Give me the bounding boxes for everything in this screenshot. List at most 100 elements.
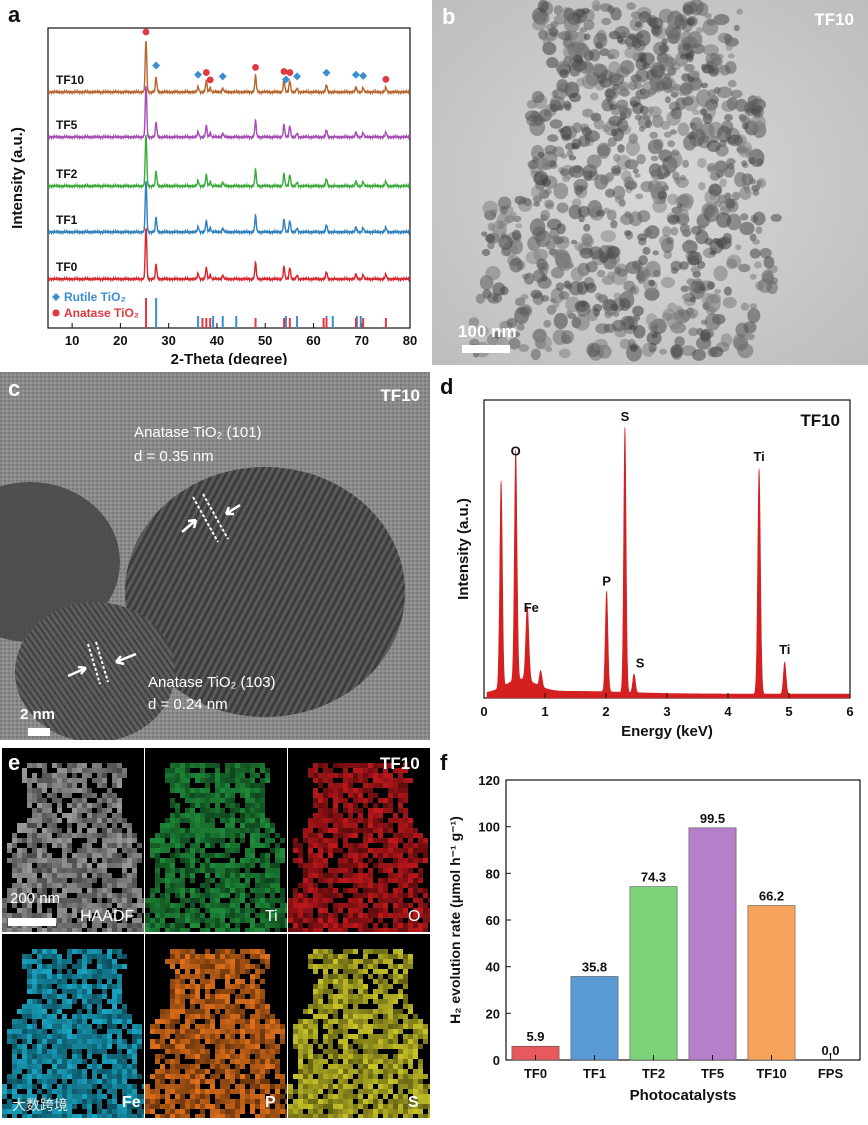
- panel-label-b: b: [442, 4, 455, 30]
- lattice-annotation-1-plane: Anatase TiO₂ (101): [134, 424, 262, 441]
- eds-spectrum: [487, 427, 850, 698]
- eds-x-tick-label: 0: [480, 704, 487, 719]
- anatase-marker: [143, 29, 150, 36]
- elemental-map-label: P: [265, 1094, 276, 1112]
- eds-x-axis-label: Energy (keV): [621, 723, 713, 740]
- bar-y-axis-label: H₂ evolution rate (μmol h⁻¹ g⁻¹): [447, 816, 463, 1024]
- bar-tf2: [630, 887, 677, 1060]
- eds-x-tick-label: 6: [846, 704, 853, 719]
- anatase-marker: [252, 64, 259, 71]
- eds-title: TF10: [800, 411, 840, 430]
- bar-value-label: 99.5: [700, 811, 725, 826]
- xrd-x-axis-label: 2-Theta (degree): [171, 351, 288, 365]
- scale-label-b: 100 nm: [458, 322, 517, 342]
- elemental-map-fe: [2, 934, 144, 1118]
- eds-peak-label: Ti: [779, 642, 790, 657]
- eds-x-tick-label: 1: [541, 704, 548, 719]
- bar-tf1: [571, 976, 618, 1060]
- scale-label-c: 2 nm: [20, 706, 55, 723]
- eds-peak-label: Fe: [524, 600, 539, 615]
- elemental-map-label: Fe: [122, 1094, 141, 1112]
- eds-y-axis-label: Intensity (a.u.): [455, 498, 472, 600]
- rutile-marker: [194, 71, 202, 79]
- scale-bar-b: [462, 345, 510, 353]
- xrd-series-tf10: [48, 41, 410, 93]
- legend-anatase-label: Anatase TiO₂: [64, 306, 139, 320]
- xrd-series-label: TF1: [56, 213, 78, 227]
- xrd-x-tick-label: 40: [210, 333, 224, 348]
- watermark: 大数跨境: [12, 1095, 68, 1115]
- elemental-map-s: [288, 934, 430, 1118]
- bar-value-label: 74.3: [641, 870, 666, 885]
- xrd-series-label: TF2: [56, 167, 78, 181]
- bar-y-tick-label: 120: [478, 773, 500, 788]
- rutile-marker: [352, 71, 360, 79]
- eds-peak-label: S: [636, 655, 645, 670]
- bar-value-label: 66.2: [759, 889, 784, 904]
- eds-x-tick-label: 4: [724, 704, 732, 719]
- anatase-marker: [207, 76, 214, 83]
- bar-category-label: TF1: [583, 1066, 606, 1081]
- anatase-marker: [382, 76, 389, 83]
- bar-category-label: TF5: [701, 1066, 724, 1081]
- panel-label-c: c: [8, 376, 20, 402]
- xrd-x-tick-label: 50: [258, 333, 272, 348]
- eds-peak-label: S: [621, 409, 630, 424]
- xrd-x-tick-label: 60: [306, 333, 320, 348]
- anatase-marker: [281, 68, 288, 75]
- bar-value-label: 5.9: [526, 1029, 544, 1044]
- xrd-series-tf2: [48, 135, 410, 187]
- bar-category-label: TF2: [642, 1066, 665, 1081]
- sample-tag-c: TF10: [380, 386, 420, 406]
- eds-x-tick-label: 3: [663, 704, 670, 719]
- rutile-marker: [322, 69, 330, 77]
- eds-x-tick-label: 2: [602, 704, 609, 719]
- rutile-marker: [293, 72, 301, 80]
- elemental-map-label: HAADF: [80, 908, 134, 926]
- xrd-x-tick-label: 10: [65, 333, 79, 348]
- bar-y-tick-label: 40: [486, 960, 500, 975]
- bar-x-axis-label: Photocatalysts: [630, 1087, 737, 1104]
- xrd-y-axis-label: Intensity (a.u.): [9, 127, 26, 229]
- xrd-series-label: TF10: [56, 73, 84, 87]
- lattice-annotation-2-spacing: d = 0.24 nm: [148, 696, 228, 713]
- scale-label-e: 200 nm: [10, 890, 60, 907]
- panel-label-f: f: [440, 750, 447, 776]
- panel-label-e: e: [8, 750, 20, 776]
- xrd-x-tick-label: 30: [161, 333, 175, 348]
- xrd-series-label: TF5: [56, 118, 78, 132]
- legend-anatase-marker: [52, 309, 59, 316]
- bar-y-tick-label: 60: [486, 913, 500, 928]
- h2-bar-chart: 0204060801001205.9TF035.8TF174.3TF299.5T…: [432, 748, 868, 1120]
- bar-tf10: [748, 906, 795, 1060]
- xrd-series-label: TF0: [56, 260, 78, 274]
- panel-label-a: a: [8, 2, 20, 28]
- sample-tag-b: TF10: [814, 10, 854, 30]
- bar-category-label: TF0: [524, 1066, 547, 1081]
- lattice-annotation-2-plane: Anatase TiO₂ (103): [148, 674, 276, 691]
- legend-rutile-marker: [52, 293, 60, 301]
- eds-x-tick-label: 5: [785, 704, 792, 719]
- rutile-marker: [152, 61, 160, 69]
- eds-peak-label: Ti: [753, 449, 764, 464]
- panel-label-d: d: [440, 374, 453, 400]
- bar-plot-frame: [506, 780, 860, 1060]
- bar-y-tick-label: 80: [486, 866, 500, 881]
- xrd-x-tick-label: 20: [113, 333, 127, 348]
- xrd-x-tick-label: 80: [403, 333, 417, 348]
- panel-d: d 0 1 2 3 4 5 6 Energy (keV) Intensity (a.u.) TF1…: [432, 372, 868, 742]
- rutile-marker: [359, 72, 367, 80]
- panel-c: c TF10 Anatase TiO₂ (101) d = 0.35 nm An…: [0, 372, 430, 740]
- bar-value-label: 35.8: [582, 959, 607, 974]
- elemental-map-p: [145, 934, 287, 1118]
- anatase-marker: [286, 69, 293, 76]
- panel-b: b TF10 100 nm: [432, 0, 868, 365]
- elemental-map-ti: [145, 748, 287, 932]
- anatase-marker: [203, 69, 210, 76]
